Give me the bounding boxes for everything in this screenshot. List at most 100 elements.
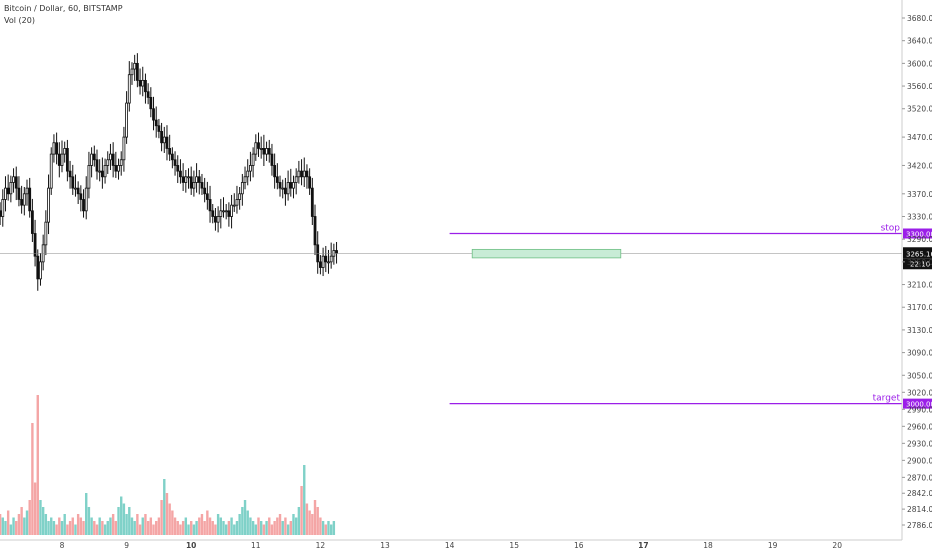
candle-body	[36, 255, 40, 280]
volume-bar	[144, 514, 147, 535]
volume-bar	[12, 517, 15, 535]
trade-levels: stop 3300.00 target 3000.00	[449, 224, 932, 409]
countdown-tag	[903, 258, 932, 270]
candle-body	[17, 187, 21, 200]
volume-bar	[289, 521, 292, 535]
candle-body	[270, 153, 274, 166]
candle-body	[63, 148, 67, 155]
volume-bar	[109, 517, 112, 535]
candle-body	[82, 199, 85, 212]
candle-body	[286, 182, 290, 195]
candle-body	[192, 182, 196, 189]
volume-bar	[25, 510, 29, 535]
candle-body	[216, 216, 220, 223]
candle-body	[133, 62, 137, 70]
volume-bar	[85, 493, 88, 535]
time-tick-label: 18	[703, 541, 713, 550]
price-tick-label: 3370.00	[907, 190, 932, 199]
volume-bar	[130, 517, 134, 535]
candle-body	[100, 170, 104, 178]
volume-bar	[82, 521, 85, 535]
volume-bar	[214, 524, 217, 535]
candle-body	[197, 176, 201, 183]
volume-bar	[278, 514, 282, 535]
candle-body	[246, 170, 250, 178]
last-price-value: 3265.16	[906, 250, 932, 258]
candle-body	[30, 210, 34, 234]
candle-body	[49, 153, 53, 189]
candle-body	[176, 165, 180, 172]
volume-bar	[117, 507, 120, 535]
candle-body	[9, 182, 13, 195]
volume-bar	[157, 517, 161, 535]
candle-body	[74, 187, 77, 190]
time-tick-label: 11	[251, 541, 261, 550]
candle-body	[294, 176, 298, 183]
volume-bar	[47, 521, 50, 535]
candle-body	[127, 74, 131, 104]
price-tick-label: 3600.00	[907, 59, 932, 68]
price-tick-label: 2870.00	[907, 473, 932, 482]
time-tick-label: 20	[832, 541, 842, 550]
candle-body	[28, 187, 32, 212]
candle-body	[300, 170, 303, 178]
candle-body	[278, 182, 282, 189]
candle-body	[146, 91, 150, 98]
volume-bar	[329, 524, 333, 535]
candle-body	[181, 176, 185, 183]
volume-bar	[149, 517, 153, 535]
price-tick-label: 3470.00	[907, 133, 932, 142]
volume-bar	[120, 496, 123, 535]
candle-body	[273, 165, 277, 178]
candle-body	[20, 199, 24, 206]
volume-bar	[6, 510, 10, 535]
volume-bar	[55, 524, 58, 535]
volume-bar	[265, 521, 268, 535]
volume-bar	[103, 524, 107, 535]
volume-bar	[58, 517, 61, 535]
volume-bar	[211, 521, 214, 535]
volume-bar	[227, 521, 231, 535]
volume-bar	[268, 517, 271, 535]
volume-bar	[98, 517, 101, 535]
time-tick-label: 13	[380, 541, 390, 550]
candle-body	[219, 210, 223, 217]
volume-bar	[190, 521, 193, 535]
volume-bar	[235, 521, 239, 535]
price-tick-label: 3420.00	[907, 161, 932, 170]
candle-body	[265, 148, 268, 155]
volume-bar	[173, 517, 177, 535]
volume-bar	[273, 521, 276, 535]
volume-bar	[292, 514, 295, 535]
volume-bar	[316, 507, 319, 535]
candle-body	[125, 102, 128, 138]
candle-body	[257, 142, 260, 149]
volume-bar	[303, 465, 306, 535]
candle-body	[200, 182, 204, 189]
volume-bar	[41, 507, 45, 535]
candle-body	[141, 79, 145, 87]
volume-bar	[106, 521, 109, 535]
volume-bar	[324, 524, 327, 535]
candle-body	[25, 187, 29, 195]
candle-body	[138, 79, 142, 87]
volume-bar	[257, 517, 260, 535]
price-tick-label: 2842.00	[907, 489, 932, 498]
candle-body	[90, 153, 94, 166]
volume-bar	[101, 521, 104, 535]
stop-label: stop	[881, 224, 901, 234]
volume-bar	[246, 510, 249, 535]
price-tick-label: 3640.00	[907, 37, 932, 46]
candle-body	[1, 199, 5, 217]
volume-bar	[87, 507, 91, 535]
volume-bar	[311, 514, 314, 535]
candle-body	[305, 170, 309, 178]
candle-body	[149, 96, 153, 110]
stop-price-tag	[903, 228, 932, 239]
candle-body	[154, 119, 158, 127]
stop-price-value: 3300.00	[906, 231, 932, 239]
symbol-title: Bitcoin / Dollar, 60, BITSTAMP	[4, 4, 123, 13]
volume-bar	[15, 521, 18, 535]
volume-bar	[1, 517, 4, 535]
